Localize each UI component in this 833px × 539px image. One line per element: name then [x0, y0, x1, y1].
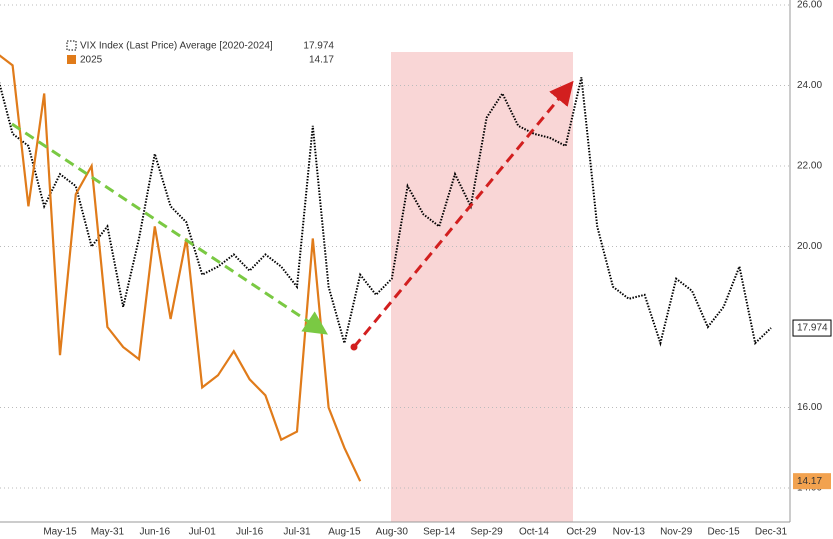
x-tick-label: Nov-29 — [660, 527, 693, 538]
x-tick-label: Oct-14 — [519, 527, 549, 538]
y-tick-label: 22.00 — [797, 161, 822, 172]
price-tag-label: 14.17 — [797, 476, 822, 487]
x-tick-label: Aug-30 — [376, 527, 409, 538]
arrow-start — [350, 343, 358, 351]
x-tick-label: Aug-15 — [328, 527, 361, 538]
y-tick-label: 24.00 — [797, 80, 822, 91]
series-line — [0, 77, 772, 347]
trend-arrow — [352, 80, 574, 348]
x-tick-label: Sep-29 — [470, 527, 503, 538]
trend-arrow — [11, 122, 328, 335]
x-tick-label: Nov-13 — [613, 527, 646, 538]
y-tick-label: 16.00 — [797, 402, 822, 413]
legend-value: 14.17 — [309, 55, 334, 66]
price-tag — [793, 473, 831, 490]
x-tick-label: Dec-31 — [755, 527, 788, 538]
legend-label: VIX Index (Last Price) Average [2020-202… — [80, 41, 273, 52]
y-tick-label: 20.00 — [797, 241, 822, 252]
price-tag-label: 17.974 — [797, 323, 828, 334]
legend-swatch — [67, 55, 76, 64]
series-line — [0, 54, 362, 482]
legend-swatch — [66, 40, 77, 51]
x-tick-label: Dec-15 — [707, 527, 740, 538]
x-tick-label: Jul-16 — [236, 527, 264, 538]
y-tick-label: 26.00 — [797, 0, 822, 11]
x-tick-label: Jul-31 — [283, 527, 311, 538]
price-tag — [792, 319, 832, 337]
x-tick-label: Jul-01 — [189, 527, 217, 538]
plot — [0, 4, 790, 489]
legend-value: 17.974 — [303, 41, 334, 52]
x-tick-label: Jun-16 — [140, 527, 171, 538]
highlight-region — [391, 52, 573, 522]
x-tick-label: Sep-14 — [423, 527, 456, 538]
x-tick-label: May-31 — [91, 527, 125, 538]
legend-box — [62, 36, 338, 68]
x-tick-label: Oct-29 — [566, 527, 596, 538]
x-tick-label: May-15 — [43, 527, 77, 538]
legend-label: 2025 — [80, 55, 103, 66]
legend: VIX Index (Last Price) Average [2020-202… — [62, 36, 338, 68]
